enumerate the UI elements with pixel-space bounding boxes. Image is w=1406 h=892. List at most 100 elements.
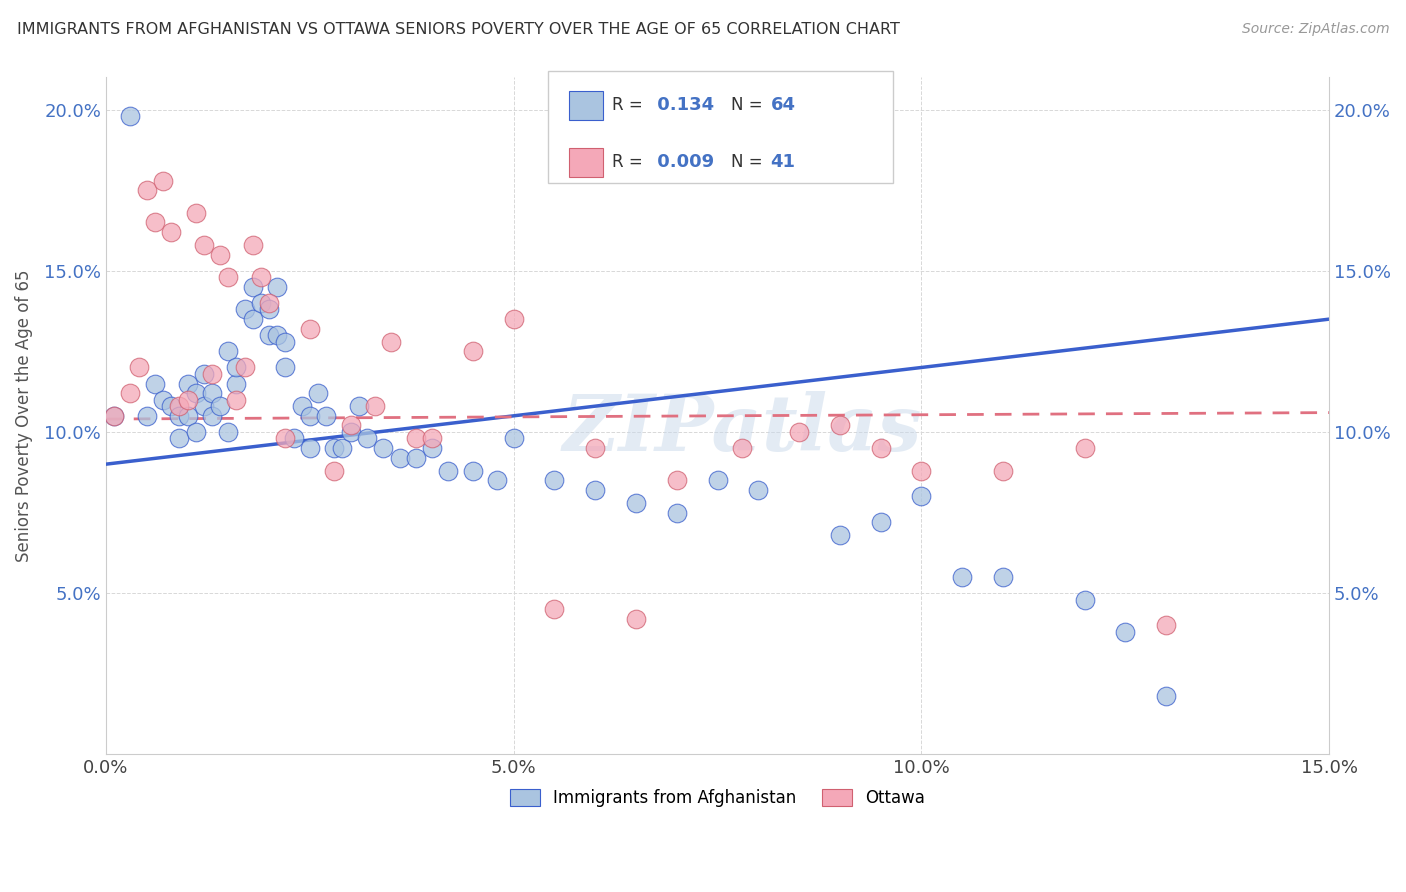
Point — [242, 238, 264, 252]
Point — [233, 302, 256, 317]
Point — [233, 360, 256, 375]
Point — [1154, 618, 1177, 632]
Point — [169, 399, 191, 413]
Point — [120, 386, 142, 401]
Point — [298, 409, 321, 423]
Point — [323, 464, 346, 478]
Point — [543, 473, 565, 487]
Point — [665, 473, 688, 487]
Point — [176, 376, 198, 391]
Point — [298, 322, 321, 336]
Point — [169, 409, 191, 423]
Point — [869, 441, 891, 455]
Point — [209, 399, 232, 413]
Point — [1154, 689, 1177, 703]
Point — [747, 483, 769, 497]
Point — [152, 173, 174, 187]
Point — [193, 367, 215, 381]
Point — [201, 367, 224, 381]
Point — [128, 360, 150, 375]
Point — [225, 376, 247, 391]
Point — [266, 328, 288, 343]
Text: 41: 41 — [770, 153, 796, 171]
Y-axis label: Seniors Poverty Over the Age of 65: Seniors Poverty Over the Age of 65 — [15, 269, 32, 562]
Point — [266, 280, 288, 294]
Point — [193, 238, 215, 252]
Point — [706, 473, 728, 487]
Text: N =: N = — [731, 96, 762, 114]
Point — [217, 344, 239, 359]
Point — [991, 570, 1014, 584]
Text: N =: N = — [731, 153, 762, 171]
Text: ZIPatlas: ZIPatlas — [562, 391, 922, 467]
Text: 0.134: 0.134 — [651, 96, 714, 114]
Point — [991, 464, 1014, 478]
Point — [388, 450, 411, 465]
Point — [257, 328, 280, 343]
Text: R =: R = — [612, 96, 643, 114]
Point — [257, 302, 280, 317]
Point — [250, 296, 273, 310]
Point — [583, 441, 606, 455]
Point — [624, 612, 647, 626]
Point — [731, 441, 754, 455]
Point — [502, 431, 524, 445]
Text: IMMIGRANTS FROM AFGHANISTAN VS OTTAWA SENIORS POVERTY OVER THE AGE OF 65 CORRELA: IMMIGRANTS FROM AFGHANISTAN VS OTTAWA SE… — [17, 22, 900, 37]
Point — [250, 270, 273, 285]
Point — [209, 248, 232, 262]
Point — [380, 334, 402, 349]
Point — [339, 425, 361, 439]
Point — [364, 399, 387, 413]
Point — [583, 483, 606, 497]
Point — [152, 392, 174, 407]
Point — [225, 392, 247, 407]
Point — [184, 425, 207, 439]
Point — [356, 431, 378, 445]
Point — [347, 399, 370, 413]
Point — [420, 431, 443, 445]
Point — [437, 464, 460, 478]
Point — [103, 409, 125, 423]
Point — [135, 183, 157, 197]
Point — [828, 418, 851, 433]
Point — [624, 496, 647, 510]
Point — [339, 418, 361, 433]
Point — [910, 464, 932, 478]
Point — [665, 506, 688, 520]
Point — [1073, 592, 1095, 607]
Point — [184, 386, 207, 401]
Point — [828, 528, 851, 542]
Point — [486, 473, 509, 487]
Point — [225, 360, 247, 375]
Point — [405, 431, 427, 445]
Text: R =: R = — [612, 153, 643, 171]
Point — [373, 441, 395, 455]
Point — [160, 225, 183, 239]
Point — [103, 409, 125, 423]
Point — [176, 392, 198, 407]
Point — [169, 431, 191, 445]
Point — [143, 376, 166, 391]
Point — [160, 399, 183, 413]
Point — [274, 431, 297, 445]
Point — [502, 312, 524, 326]
Point — [461, 344, 484, 359]
Point — [217, 270, 239, 285]
Point — [274, 360, 297, 375]
Legend: Immigrants from Afghanistan, Ottawa: Immigrants from Afghanistan, Ottawa — [503, 782, 932, 814]
Point — [135, 409, 157, 423]
Point — [1073, 441, 1095, 455]
Point — [257, 296, 280, 310]
Point — [910, 489, 932, 503]
Point — [143, 215, 166, 229]
Text: Source: ZipAtlas.com: Source: ZipAtlas.com — [1241, 22, 1389, 37]
Text: 64: 64 — [770, 96, 796, 114]
Point — [869, 515, 891, 529]
Point — [420, 441, 443, 455]
Point — [950, 570, 973, 584]
Point — [461, 464, 484, 478]
Point — [315, 409, 337, 423]
Point — [193, 399, 215, 413]
Point — [184, 206, 207, 220]
Point — [787, 425, 810, 439]
